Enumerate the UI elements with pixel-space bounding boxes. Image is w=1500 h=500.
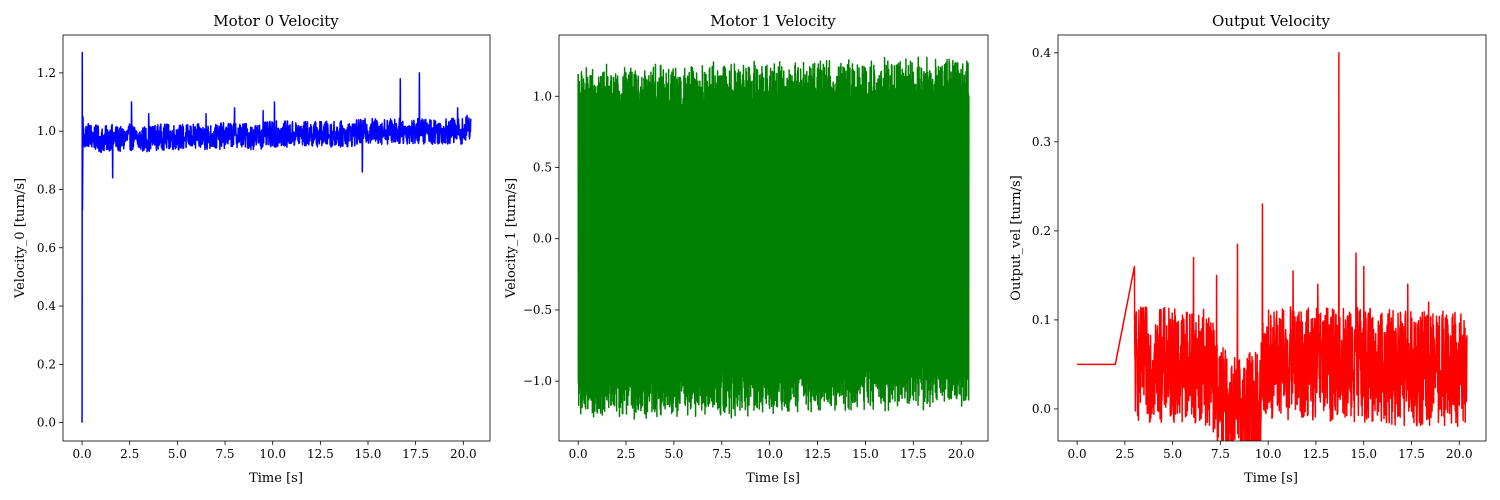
y-tick-label: 0.4	[1032, 46, 1051, 60]
x-tick-label: 12.5	[1303, 447, 1330, 461]
y-tick-label: 0.6	[37, 241, 56, 255]
x-tick-label: 20.0	[450, 447, 477, 461]
y-tick-label: 1.0	[37, 124, 56, 138]
x-tick-label: 2.5	[1115, 447, 1134, 461]
x-tick-label: 20.0	[1446, 447, 1473, 461]
chart-title: Motor 0 Velocity	[213, 12, 339, 30]
x-tick-label: 0.0	[569, 447, 588, 461]
x-tick-label: 10.0	[1255, 447, 1282, 461]
x-tick-label: 15.0	[1350, 447, 1377, 461]
x-tick-label: 10.0	[259, 447, 286, 461]
y-tick-label: 0.1	[1032, 313, 1051, 327]
y-tick-label: 1.0	[533, 89, 552, 103]
chart-title: Output Velocity	[1212, 12, 1330, 30]
x-axis-label: Time [s]	[249, 471, 303, 486]
x-tick-label: 17.5	[900, 447, 927, 461]
x-tick-label: 20.0	[948, 447, 975, 461]
x-tick-label: 7.5	[215, 447, 234, 461]
y-tick-label: −0.5	[523, 303, 552, 317]
x-tick-label: 2.5	[120, 447, 139, 461]
x-tick-label: 10.0	[756, 447, 783, 461]
x-tick-label: 0.0	[1068, 447, 1087, 461]
x-tick-label: 15.0	[852, 447, 879, 461]
x-tick-label: 15.0	[355, 447, 382, 461]
y-axis-label: Velocity_0 [turn/s]	[13, 178, 28, 299]
plot-area: 0.0 2.5 5.0 7.5 10.0 12.5 15.0 17.5 20.0 0.0 0.2 0.…	[37, 34, 491, 461]
chart-motor-1-velocity: Motor 1 Velocity 0.0 2.5 5.0 7.5 10.0 12.5 15.…	[504, 12, 989, 486]
plot-area: 0.0 2.5 5.0 7.5 10.0 12.5 15.0 17.5 20.0 0.0 0.1 0.…	[1032, 34, 1487, 461]
y-tick-label: 0.4	[37, 299, 56, 313]
x-tick-label: 2.5	[616, 447, 635, 461]
y-tick-label: −1.0	[523, 374, 552, 388]
x-tick-label: 7.5	[1211, 447, 1230, 461]
y-axis-label: Velocity_1 [turn/s]	[504, 178, 519, 299]
axes-frame	[1057, 34, 1487, 442]
x-tick-label: 5.0	[168, 447, 187, 461]
y-tick-label: 1.2	[37, 66, 56, 80]
y-axis-label: Output_vel [turn/s]	[1009, 175, 1024, 300]
x-tick-label: 12.5	[307, 447, 334, 461]
chart-output-velocity: Output Velocity 0.0 2.5 5.0 7.5 10.0 12.5 15.0…	[1009, 12, 1487, 486]
y-tick-label: 0.8	[37, 182, 56, 196]
y-tick-label: 0.2	[1032, 224, 1051, 238]
y-tick-label: 0.5	[533, 160, 552, 174]
chart-motor-0-velocity: Motor 0 Velocity 0.0 2.5 5.0 7.5 10.0 12.5 15.…	[13, 12, 491, 486]
axes-frame	[62, 34, 491, 442]
series-line	[1077, 52, 1468, 441]
x-tick-label: 0.0	[73, 447, 92, 461]
x-tick-label: 5.0	[1163, 447, 1182, 461]
y-tick-label: 0.2	[37, 357, 56, 371]
y-tick-label: 0.0	[37, 416, 56, 430]
series-line	[577, 56, 970, 420]
y-tick-label: 0.0	[533, 232, 552, 246]
x-tick-label: 7.5	[712, 447, 731, 461]
series-line	[81, 51, 472, 423]
x-tick-label: 5.0	[664, 447, 683, 461]
y-tick-label: 0.3	[1032, 135, 1051, 149]
x-axis-label: Time [s]	[1244, 471, 1298, 486]
axes-frame	[558, 34, 989, 442]
x-axis-label: Time [s]	[746, 471, 800, 486]
x-tick-label: 12.5	[804, 447, 831, 461]
plot-area: 0.0 2.5 5.0 7.5 10.0 12.5 15.0 17.5 20.0 −1.0 −0.5…	[523, 34, 989, 461]
chart-title: Motor 1 Velocity	[710, 12, 836, 30]
x-tick-label: 17.5	[1398, 447, 1425, 461]
x-tick-label: 17.5	[402, 447, 429, 461]
y-tick-label: 0.0	[1032, 402, 1051, 416]
